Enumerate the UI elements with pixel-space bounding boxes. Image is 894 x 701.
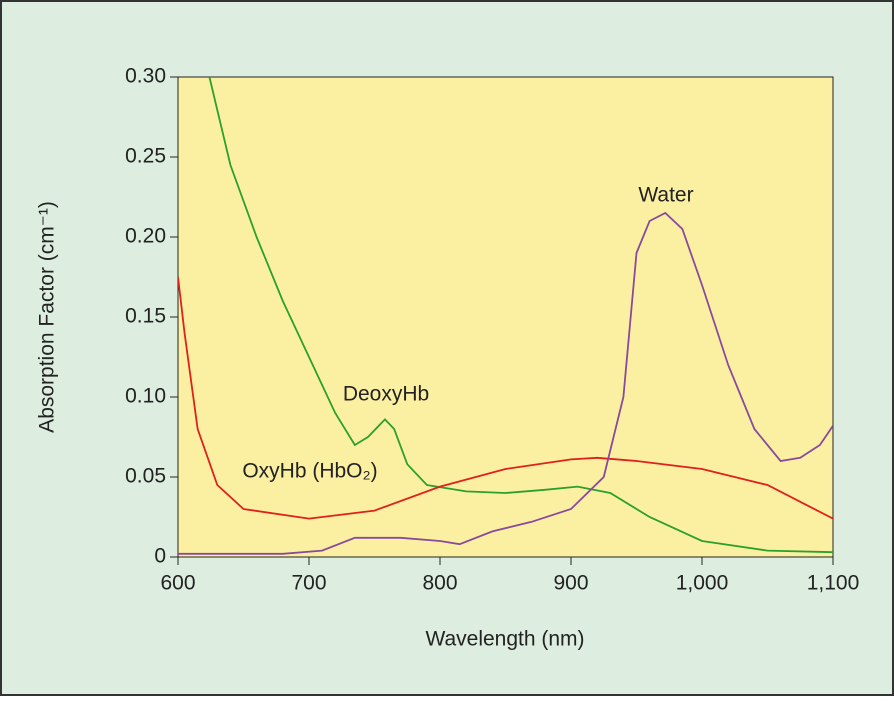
y-axis-label: Absorption Factor (cm⁻¹)	[36, 201, 59, 433]
x-tick-label: 700	[291, 572, 326, 595]
x-tick-label: 900	[553, 572, 588, 595]
y-tick-label: 0.10	[125, 385, 166, 408]
y-tick-label: 0.20	[125, 225, 166, 248]
lines	[178, 77, 833, 555]
y-tick-label: 0.15	[125, 305, 166, 328]
series-label: OxyHb (HbO₂)	[242, 460, 377, 483]
x-tick-label: 1,000	[676, 572, 729, 595]
y-tick-label: 0.30	[125, 65, 166, 88]
series-line	[208, 77, 833, 554]
y-tick-label: 0.25	[125, 145, 166, 168]
x-axis-label: Wavelength (nm)	[425, 628, 584, 651]
plot-area	[177, 76, 834, 558]
x-tick-label: 1,100	[807, 572, 860, 595]
x-tick-label: 600	[160, 572, 195, 595]
series-line	[178, 211, 833, 555]
series-label: DeoxyHb	[343, 383, 429, 406]
y-tick-label: 0	[154, 545, 166, 568]
x-tick-label: 800	[422, 572, 457, 595]
series-label: Water	[638, 184, 693, 207]
y-tick-label: 0.05	[125, 465, 166, 488]
series-line	[178, 276, 833, 520]
